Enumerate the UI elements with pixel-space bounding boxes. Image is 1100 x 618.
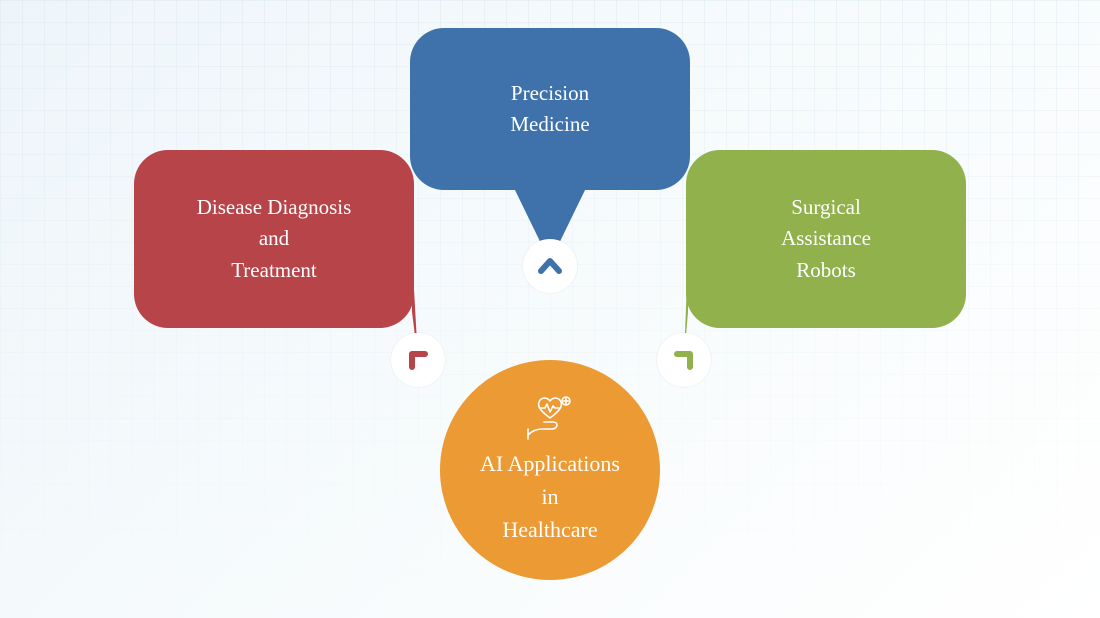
center-circle: AI Applications in Healthcare	[440, 360, 660, 580]
center-line3: Healthcare	[502, 513, 597, 546]
healthcare-hand-heart-icon	[522, 395, 578, 441]
center-line1: AI Applications	[480, 447, 620, 480]
center-line2: in	[541, 480, 558, 513]
chevron-up-right-icon	[669, 345, 699, 375]
diagram-stage: Disease Diagnosis and Treatment Precisio…	[0, 0, 1100, 618]
arrow-disc-right	[657, 333, 711, 387]
